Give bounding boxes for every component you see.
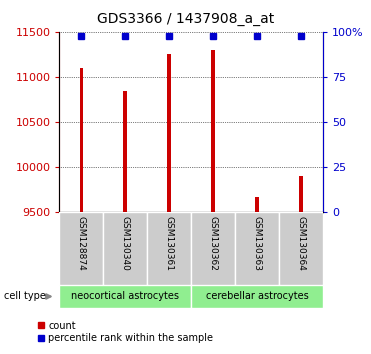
- Text: cell type: cell type: [4, 291, 46, 302]
- Text: neocortical astrocytes: neocortical astrocytes: [71, 291, 179, 302]
- Text: GSM130364: GSM130364: [296, 216, 305, 271]
- Bar: [299, 176, 303, 212]
- Bar: [124, 91, 127, 212]
- Bar: [191, 212, 235, 285]
- Bar: [59, 285, 191, 308]
- Text: GSM130340: GSM130340: [121, 216, 130, 271]
- Bar: [191, 285, 323, 308]
- Text: GSM130362: GSM130362: [209, 216, 217, 271]
- Bar: [59, 212, 103, 285]
- Text: GSM130363: GSM130363: [252, 216, 262, 271]
- Text: GSM130361: GSM130361: [165, 216, 174, 271]
- Bar: [167, 55, 171, 212]
- Bar: [79, 68, 83, 212]
- Text: cerebellar astrocytes: cerebellar astrocytes: [206, 291, 308, 302]
- Bar: [147, 212, 191, 285]
- Bar: [103, 212, 147, 285]
- Bar: [235, 212, 279, 285]
- Bar: [211, 50, 215, 212]
- Text: GDS3366 / 1437908_a_at: GDS3366 / 1437908_a_at: [97, 12, 274, 27]
- Bar: [255, 197, 259, 212]
- Legend: count, percentile rank within the sample: count, percentile rank within the sample: [35, 317, 217, 347]
- Text: GSM128874: GSM128874: [77, 216, 86, 271]
- Bar: [279, 212, 323, 285]
